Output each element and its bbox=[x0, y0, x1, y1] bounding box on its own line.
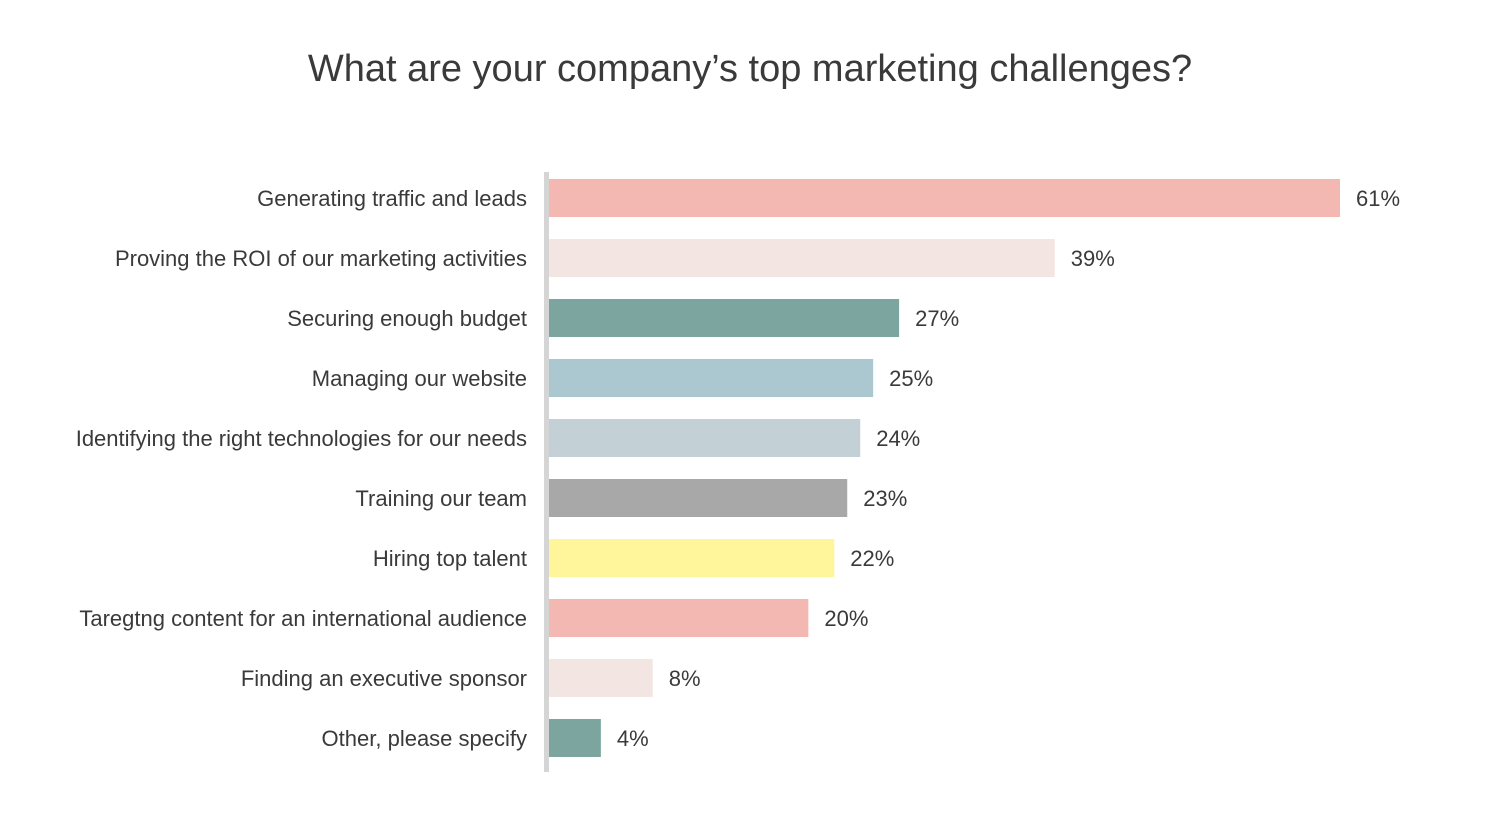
bar-4 bbox=[549, 359, 874, 397]
bar-6 bbox=[549, 479, 848, 517]
bar-7 bbox=[549, 539, 835, 577]
bar-8 bbox=[549, 599, 809, 637]
chart-title: What are your company’s top marketing ch… bbox=[307, 48, 1193, 90]
category-label-9: Finding an executive sponsor bbox=[241, 666, 527, 691]
value-label-10: 4% bbox=[617, 726, 649, 751]
category-label-7: Hiring top talent bbox=[373, 546, 527, 571]
bar-5 bbox=[549, 419, 861, 457]
category-label-6: Training our team bbox=[355, 486, 527, 511]
bar-10 bbox=[549, 719, 601, 757]
bar-2 bbox=[549, 239, 1055, 277]
y-axis-line bbox=[544, 172, 549, 772]
category-label-4: Managing our website bbox=[312, 366, 527, 391]
value-label-4: 25% bbox=[889, 366, 933, 391]
bar-1 bbox=[549, 179, 1340, 217]
category-label-10: Other, please specify bbox=[322, 726, 527, 751]
value-label-9: 8% bbox=[669, 666, 701, 691]
value-label-3: 27% bbox=[915, 306, 959, 331]
category-label-2: Proving the ROI of our marketing activit… bbox=[115, 246, 527, 271]
value-label-8: 20% bbox=[824, 606, 868, 631]
category-label-5: Identifying the right technologies for o… bbox=[76, 426, 527, 451]
value-label-6: 23% bbox=[863, 486, 907, 511]
value-labels-group: 61% 39% 27% 25% 24% 23% 22% 20% 8% 4% bbox=[617, 186, 1400, 751]
value-label-7: 22% bbox=[850, 546, 894, 571]
bar-9 bbox=[549, 659, 653, 697]
bars-group bbox=[549, 179, 1340, 757]
category-labels-group: Generating traffic and leads Proving the … bbox=[76, 186, 527, 751]
value-label-1: 61% bbox=[1356, 186, 1400, 211]
category-label-1: Generating traffic and leads bbox=[257, 186, 527, 211]
category-label-3: Securing enough budget bbox=[287, 306, 527, 331]
value-label-2: 39% bbox=[1071, 246, 1115, 271]
bar-3 bbox=[549, 299, 900, 337]
value-label-5: 24% bbox=[876, 426, 920, 451]
category-label-8: Taregtng content for an international au… bbox=[79, 606, 527, 631]
